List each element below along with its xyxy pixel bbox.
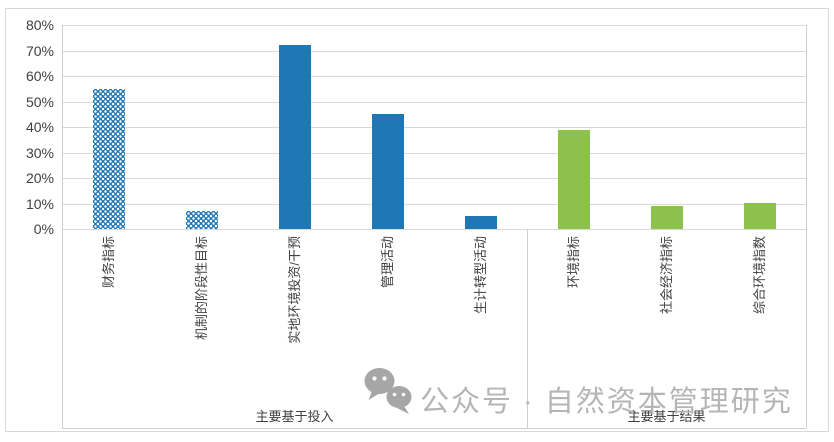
gridline-0% xyxy=(62,229,806,230)
chart-bar xyxy=(371,114,404,229)
category-label: 综合环境指数 xyxy=(751,236,767,315)
axis-divider xyxy=(527,229,528,428)
category-label: 财务指标 xyxy=(100,236,116,289)
axis-divider xyxy=(806,25,807,428)
axis-bottom-line xyxy=(62,428,806,429)
group-label: 主要基于投入 xyxy=(255,409,334,424)
gridline-60% xyxy=(62,76,806,77)
y-axis-tick-label: 40% xyxy=(25,119,54,135)
wechat-icon xyxy=(364,368,412,414)
gridline-40% xyxy=(62,127,806,128)
category-label: 机制的阶段性目标 xyxy=(193,236,209,341)
y-axis-tick-label: 10% xyxy=(25,195,54,212)
chart-bar xyxy=(185,211,218,229)
category-label: 社会经济指标 xyxy=(658,236,674,315)
chart-outer-border xyxy=(5,8,829,432)
y-axis-tick-label: 70% xyxy=(25,42,54,59)
gridline-80% xyxy=(62,25,806,26)
gridline-50% xyxy=(62,101,806,103)
chart-bar xyxy=(92,89,125,229)
chart-bar xyxy=(557,130,590,229)
group-label: 主要基于结果 xyxy=(627,409,706,424)
chart-bar xyxy=(464,216,497,229)
y-axis-tick-label: 60% xyxy=(25,68,54,84)
gridline-10% xyxy=(62,203,806,205)
watermark-text: 公众号 · 自然资本管理研究 xyxy=(420,386,793,418)
y-axis-tick-label: 30% xyxy=(25,144,54,161)
y-axis-tick-label: 80% xyxy=(25,17,54,33)
y-axis-tick-label: 20% xyxy=(25,170,54,186)
axis-divider xyxy=(62,25,63,428)
gridline-70% xyxy=(62,50,806,52)
category-label: 生计转型活动 xyxy=(472,236,488,315)
y-axis-tick-label: 50% xyxy=(25,93,54,110)
category-label: 实地环境投资/干预 xyxy=(286,236,302,344)
gridline-20% xyxy=(62,178,806,179)
chart-bar xyxy=(650,206,683,229)
chart-bar xyxy=(743,203,776,229)
chart-bar xyxy=(278,45,311,229)
category-label: 环境指标 xyxy=(565,236,581,289)
watermark: 公众号 · 自然资本管理研究 xyxy=(362,364,791,422)
y-axis-tick-label: 0% xyxy=(33,221,54,237)
gridline-30% xyxy=(62,152,806,154)
